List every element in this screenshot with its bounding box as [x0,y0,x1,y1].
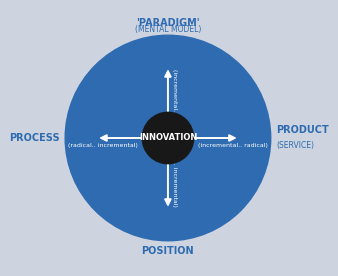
Text: PRODUCT: PRODUCT [276,125,329,135]
Text: (incremental.. radical): (incremental.. radical) [172,69,177,139]
Text: 'PARADIGM': 'PARADIGM' [136,18,200,28]
Text: PROCESS: PROCESS [9,133,60,143]
Text: (MENTAL MODEL): (MENTAL MODEL) [135,25,201,34]
Text: (SERVICE): (SERVICE) [276,141,314,150]
Text: (radical.. incremental): (radical.. incremental) [172,137,177,207]
Text: POSITION: POSITION [142,246,194,256]
Circle shape [65,35,271,241]
Text: (radical.. incremental): (radical.. incremental) [68,143,138,148]
Text: INNOVATION: INNOVATION [139,134,197,142]
Text: (incremental.. radical): (incremental.. radical) [198,143,268,148]
Circle shape [142,112,194,164]
